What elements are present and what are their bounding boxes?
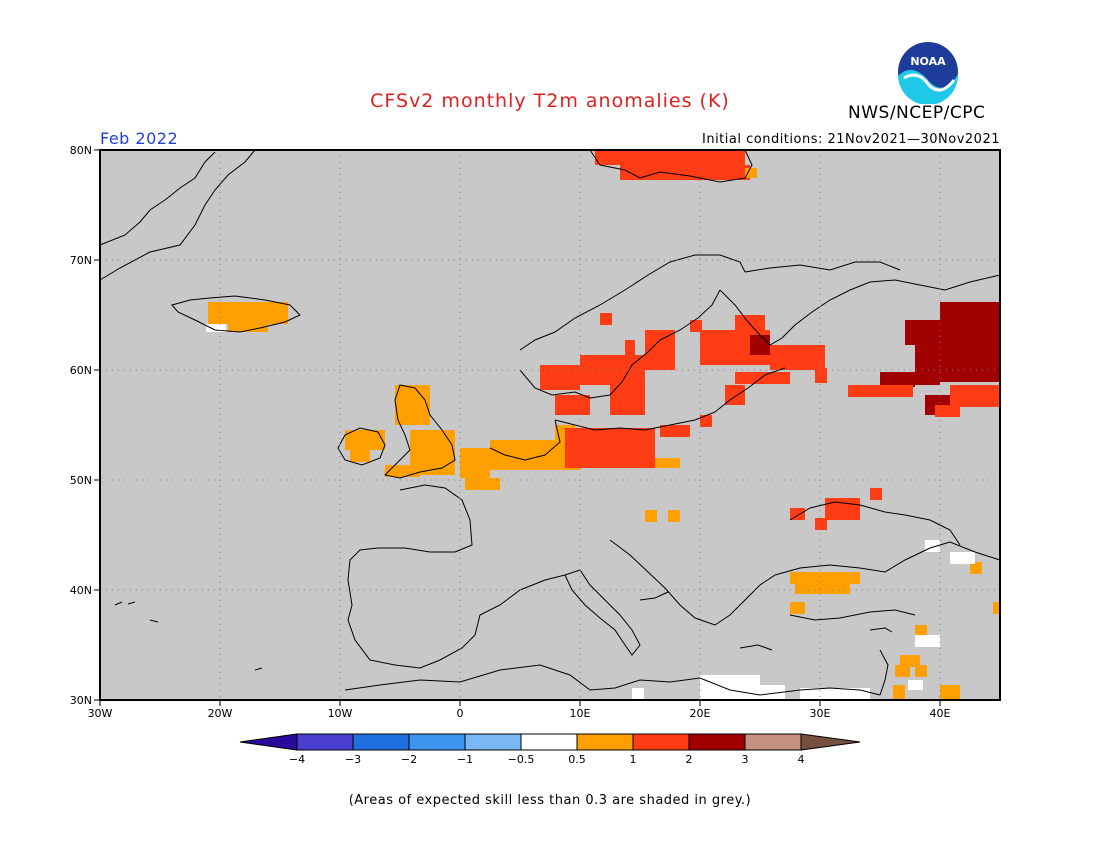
lat-label: 50N bbox=[70, 474, 92, 487]
axis-ticks bbox=[94, 149, 941, 706]
lat-label: 40N bbox=[70, 584, 92, 597]
lon-label: 0 bbox=[457, 707, 464, 720]
colorbar-label: 4 bbox=[798, 753, 805, 766]
colorbar bbox=[239, 733, 861, 751]
colorbar-label: 1 bbox=[630, 753, 637, 766]
lon-labels: 30W 20W 10W 0 10E 20E 30E 40E bbox=[88, 707, 951, 720]
map-background bbox=[100, 150, 1000, 700]
colorbar-high-arrow bbox=[800, 733, 861, 751]
lat-label: 30N bbox=[70, 694, 92, 707]
lat-label: 70N bbox=[70, 254, 92, 267]
lon-label: 10E bbox=[570, 707, 591, 720]
colorbar-label: −0.5 bbox=[508, 753, 535, 766]
map-title: CFSv2 monthly T2m anomalies (K) bbox=[370, 90, 730, 112]
coastlines bbox=[99, 149, 1001, 696]
lat-labels: 80N 70N 60N 50N 40N 30N bbox=[70, 144, 92, 707]
colorbar-labels: −4 −3 −2 −1 −0.5 0.5 1 2 3 4 bbox=[289, 753, 805, 766]
colorbar-label: 2 bbox=[686, 753, 693, 766]
colorbar-label: 3 bbox=[742, 753, 749, 766]
anomaly-shading bbox=[206, 150, 1000, 700]
lon-label: 30W bbox=[88, 707, 113, 720]
lon-label: 10W bbox=[328, 707, 353, 720]
graticule bbox=[100, 150, 1000, 700]
colorbar-label: −1 bbox=[457, 753, 473, 766]
lon-label: 40E bbox=[930, 707, 951, 720]
forecast-month: Feb 2022 bbox=[100, 129, 179, 148]
skill-footnote: (Areas of expected skill less than 0.3 a… bbox=[348, 793, 752, 808]
lon-label: 20E bbox=[690, 707, 711, 720]
lon-label: 30E bbox=[810, 707, 831, 720]
colorbar-label: 0.5 bbox=[568, 753, 586, 766]
lat-label: 60N bbox=[70, 364, 92, 377]
colorbar-label: −3 bbox=[345, 753, 361, 766]
map-frame bbox=[99, 149, 1001, 701]
colorbar-low-arrow bbox=[239, 733, 298, 751]
colorbar-label: −2 bbox=[401, 753, 417, 766]
lon-label: 20W bbox=[208, 707, 233, 720]
lat-label: 80N bbox=[70, 144, 92, 157]
initial-conditions: Initial conditions: 21Nov2021—30Nov2021 bbox=[702, 132, 1000, 147]
svg-text:NOAA: NOAA bbox=[910, 55, 946, 68]
agency-label: NWS/NCEP/CPC bbox=[848, 103, 986, 123]
noaa-logo: NOAA bbox=[896, 40, 960, 108]
colorbar-label: −4 bbox=[289, 753, 305, 766]
